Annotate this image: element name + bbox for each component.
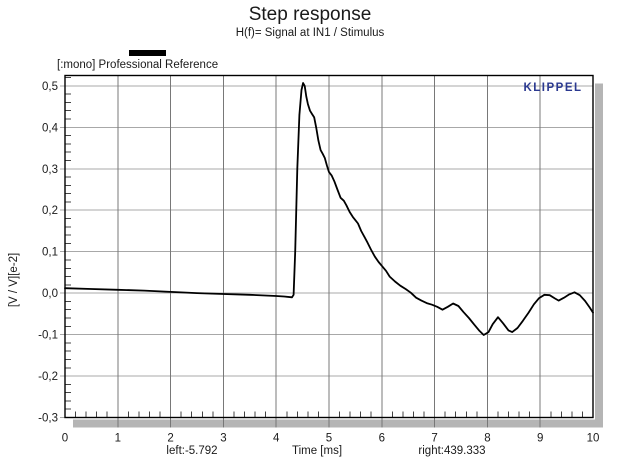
x-tick-label: 8: [484, 433, 490, 445]
y-tick-label: 0,5: [42, 81, 58, 93]
page-title: Step response: [248, 4, 372, 25]
x-tick-label: 9: [537, 433, 543, 445]
plot-shadow-right: [595, 83, 603, 428]
legend-label: [:mono] Professional Reference: [57, 59, 219, 71]
x-tick-label: 3: [220, 433, 226, 445]
x-axis-left-note: left:-5.792: [166, 445, 218, 457]
x-tick-label: 6: [379, 433, 385, 445]
y-tick-label: -0,3: [38, 413, 58, 425]
x-tick-label: 10: [587, 433, 600, 445]
klippel-logo: KLIPPEL: [523, 82, 583, 94]
y-tick-label: 0,0: [42, 288, 58, 300]
step-response-curve: [64, 82, 594, 336]
plot-shadow-bottom: [73, 419, 601, 428]
x-tick-label: 0: [62, 433, 68, 445]
x-tick-label: 7: [431, 433, 437, 445]
y-tick-label: 0,3: [42, 164, 58, 176]
legend-line-swatch: [129, 50, 166, 56]
x-tick-label: 1: [115, 433, 121, 445]
chart-subtitle: H(f)= Signal at IN1 / Stimulus: [235, 27, 385, 39]
y-tick-label: 0,1: [42, 247, 58, 259]
x-tick-label: 4: [273, 433, 280, 445]
y-tick-label: 0,2: [42, 205, 58, 217]
y-tick-label: -0,2: [38, 371, 58, 383]
y-tick-label: -0,1: [38, 330, 58, 342]
plot-frame: [64, 74, 594, 419]
y-tick-label: 0,4: [42, 122, 59, 134]
x-tick-label: 2: [167, 433, 173, 445]
x-axis-right-note: right:439.333: [418, 445, 486, 457]
x-axis-title: Time [ms]: [291, 445, 343, 457]
x-tick-label: 5: [326, 433, 332, 445]
